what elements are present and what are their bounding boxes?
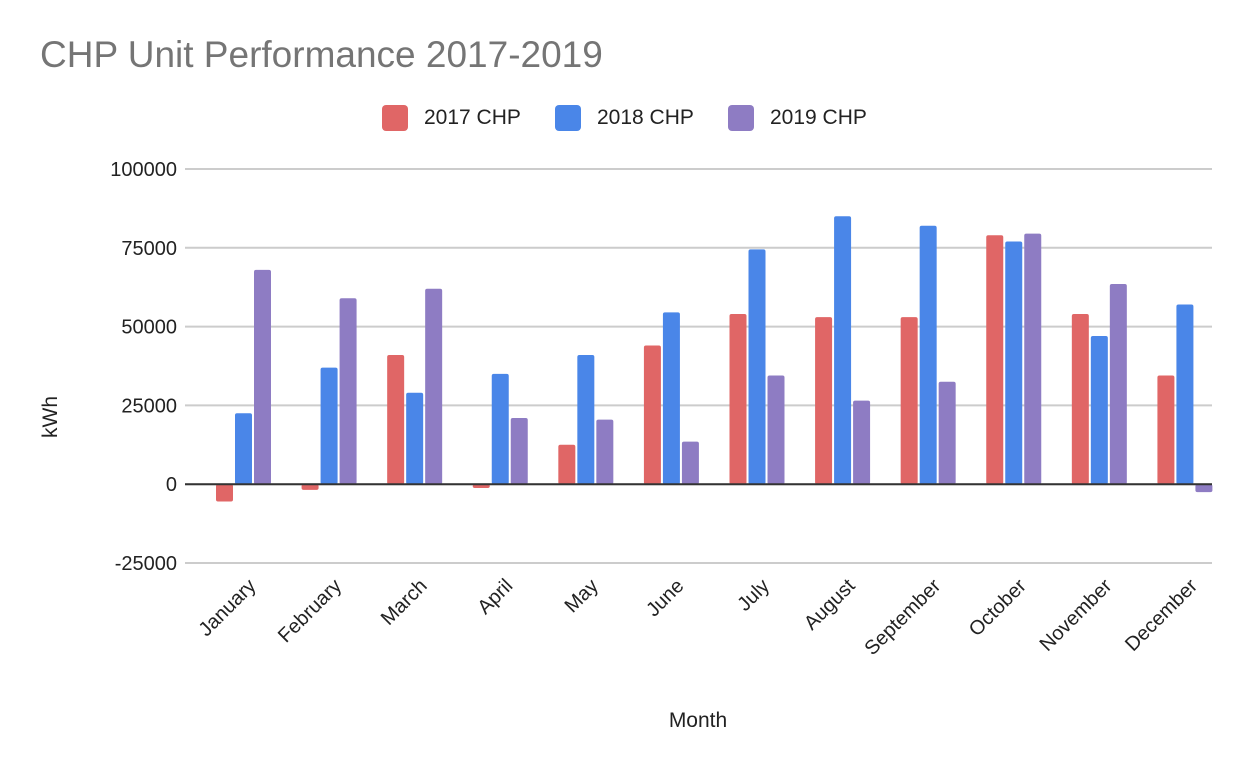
bar bbox=[491, 373, 509, 485]
bar bbox=[986, 235, 1004, 485]
bar bbox=[1024, 233, 1042, 485]
bar bbox=[406, 392, 424, 485]
x-tick-label: February bbox=[274, 575, 346, 647]
bar bbox=[301, 484, 319, 490]
bar bbox=[643, 345, 661, 485]
bar bbox=[1090, 336, 1108, 485]
y-tick-label: 50000 bbox=[121, 317, 177, 339]
bar bbox=[1157, 375, 1175, 485]
bar bbox=[815, 317, 833, 485]
bar bbox=[1071, 313, 1089, 485]
y-tick-label: 25000 bbox=[121, 395, 177, 417]
x-tick-label: January bbox=[195, 575, 261, 641]
x-tick-label: November bbox=[1036, 575, 1117, 656]
bar bbox=[510, 418, 528, 485]
bar bbox=[767, 375, 785, 485]
legend-item: 2017 CHP bbox=[382, 105, 521, 131]
bar bbox=[339, 298, 357, 485]
legend-label: 2019 CHP bbox=[770, 106, 867, 129]
bar bbox=[1176, 304, 1194, 485]
bar bbox=[1195, 484, 1213, 493]
x-tick-label: December bbox=[1121, 575, 1202, 656]
legend-item: 2019 CHP bbox=[728, 105, 867, 131]
bar bbox=[938, 381, 956, 485]
legend-item: 2018 CHP bbox=[555, 105, 694, 131]
bar bbox=[387, 354, 405, 485]
x-tick-label: October bbox=[965, 575, 1031, 641]
x-tick-label: May bbox=[561, 575, 603, 617]
y-axis-title: kWh bbox=[39, 396, 62, 438]
x-tick-label: July bbox=[733, 575, 774, 616]
legend-label: 2017 CHP bbox=[424, 106, 521, 129]
legend-swatch bbox=[382, 105, 408, 131]
bar bbox=[577, 354, 595, 485]
bar bbox=[748, 249, 766, 485]
bar bbox=[596, 419, 614, 485]
bar bbox=[729, 313, 747, 485]
x-tick-label: June bbox=[642, 575, 688, 621]
bar bbox=[1005, 241, 1023, 485]
bar bbox=[425, 288, 443, 485]
bar bbox=[919, 225, 937, 485]
bar bbox=[558, 444, 576, 485]
legend-swatch bbox=[728, 105, 754, 131]
y-tick-label: -25000 bbox=[115, 553, 177, 575]
bar bbox=[216, 484, 233, 502]
legend-label: 2018 CHP bbox=[597, 106, 694, 129]
legend-swatch bbox=[555, 105, 581, 131]
bar bbox=[320, 367, 338, 485]
x-tick-label: August bbox=[800, 575, 860, 635]
bar bbox=[853, 400, 871, 485]
bar bbox=[235, 413, 252, 485]
bar bbox=[681, 441, 699, 485]
bar bbox=[1109, 284, 1127, 485]
legend: 2017 CHP 2018 CHP 2019 CHP bbox=[0, 100, 1250, 136]
bar bbox=[254, 269, 271, 485]
x-tick-label: March bbox=[377, 575, 432, 630]
bar bbox=[834, 216, 852, 485]
bar bbox=[900, 317, 918, 485]
x-tick-label: April bbox=[473, 575, 517, 619]
bar bbox=[662, 312, 680, 485]
y-tick-label: 75000 bbox=[121, 238, 177, 260]
y-tick-label: 0 bbox=[166, 474, 177, 496]
chart-title: CHP Unit Performance 2017-2019 bbox=[40, 34, 603, 75]
x-tick-label: September bbox=[860, 575, 945, 660]
y-tick-label: 100000 bbox=[110, 159, 177, 181]
x-axis-title: Month bbox=[669, 709, 727, 732]
